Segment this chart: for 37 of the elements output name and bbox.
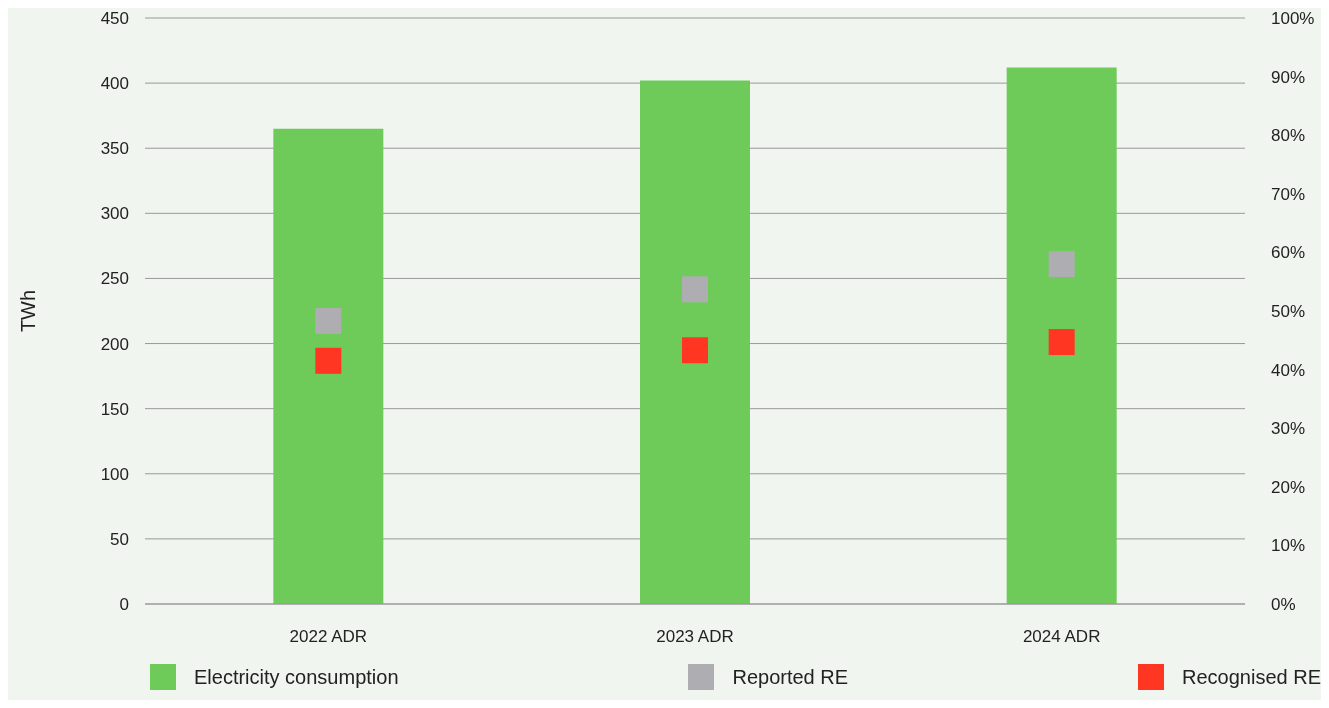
bar <box>640 80 750 604</box>
y2-tick-label: 60% <box>1271 243 1306 263</box>
y-axis-title: TWh <box>17 289 40 333</box>
y-tick-label: 100 <box>100 464 129 484</box>
y-tick-label: 0 <box>119 595 129 615</box>
y-tick-label: 150 <box>100 399 129 419</box>
point <box>1048 251 1075 278</box>
y2-tick-label: 90% <box>1271 67 1306 87</box>
y-tick-label: 250 <box>100 269 129 289</box>
y2-tick-label: 50% <box>1271 302 1306 322</box>
x-tick-label: 2022 ADR <box>289 627 368 647</box>
point <box>682 337 708 364</box>
bar <box>273 128 384 604</box>
legend-label: Recognised RE <box>1182 665 1321 689</box>
y-tick-label: 400 <box>100 74 129 94</box>
x-tick-label: 2024 ADR <box>1022 627 1101 647</box>
point <box>315 347 342 374</box>
legend-label: Electricity consumption <box>194 665 399 689</box>
point <box>1048 329 1075 356</box>
y-tick-label: 450 <box>100 9 129 29</box>
point <box>682 276 708 303</box>
y2-tick-label: 80% <box>1271 126 1306 146</box>
y-tick-label: 200 <box>100 334 129 354</box>
y2-tick-label: 10% <box>1271 536 1306 556</box>
y2-tick-label: 70% <box>1271 184 1306 204</box>
point <box>315 307 342 334</box>
y2-tick-label: 0% <box>1271 595 1296 615</box>
y2-tick-label: 40% <box>1271 360 1306 380</box>
y-tick-label: 50 <box>110 529 129 549</box>
y-tick-label: 350 <box>100 139 129 159</box>
y2-tick-label: 100% <box>1271 9 1315 29</box>
x-tick-label: 2023 ADR <box>656 627 734 647</box>
bar <box>1006 67 1117 604</box>
y-tick-label: 300 <box>100 204 129 224</box>
y2-tick-label: 20% <box>1271 477 1306 497</box>
legend-label: Reported RE <box>732 665 849 689</box>
y2-tick-label: 30% <box>1271 419 1306 439</box>
